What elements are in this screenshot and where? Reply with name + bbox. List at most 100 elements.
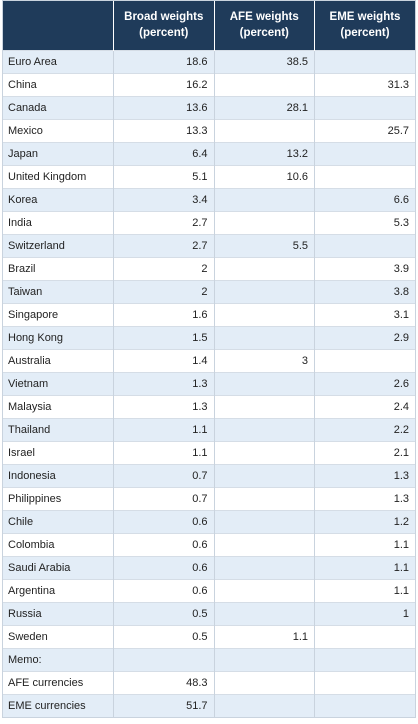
cell-afe-weight [214, 210, 316, 234]
cell-broad-weight: 0.5 [113, 601, 215, 625]
cell-country-name: Mexico [3, 118, 115, 142]
cell-eme-weight [314, 164, 415, 188]
cell-afe-weight [214, 417, 316, 441]
cell-country-name: Malaysia [3, 394, 115, 418]
cell-broad-weight: 0.6 [113, 532, 215, 556]
currency-weights-table: Broad weights (percent) AFE weights (per… [3, 1, 415, 717]
cell-broad-weight: 13.3 [113, 118, 215, 142]
cell-country-name: Singapore [3, 302, 115, 326]
cell-broad-weight: 18.6 [113, 49, 215, 73]
cell-broad-weight: 1.5 [113, 325, 215, 349]
cell-broad-weight: 0.5 [113, 624, 215, 648]
cell-country-name: Israel [3, 440, 115, 464]
cell-broad-weight [113, 647, 215, 671]
cell-country-name: Euro Area [3, 49, 115, 73]
cell-country-name: Canada [3, 95, 115, 119]
cell-broad-weight: 1.1 [113, 417, 215, 441]
table-row: Thailand 1.1 2.2 [3, 417, 415, 441]
cell-afe-weight [214, 187, 316, 211]
table-row: Korea 3.4 6.6 [3, 187, 415, 211]
table-row: China 16.2 31.3 [3, 72, 415, 96]
cell-country-name: Saudi Arabia [3, 555, 115, 579]
header-broad-weights: Broad weights (percent) [113, 1, 215, 50]
table-row: Hong Kong 1.5 2.9 [3, 325, 415, 349]
cell-broad-weight: 3.4 [113, 187, 215, 211]
cell-eme-weight: 1.2 [314, 509, 415, 533]
cell-eme-weight [314, 647, 415, 671]
table-row: Russia 0.5 1 [3, 601, 415, 625]
cell-country-name: Memo: [3, 647, 115, 671]
cell-afe-weight [214, 670, 316, 694]
table-row: Canada 13.6 28.1 [3, 95, 415, 119]
cell-eme-weight [314, 348, 415, 372]
cell-broad-weight: 0.6 [113, 509, 215, 533]
table-row: Taiwan 2 3.8 [3, 279, 415, 303]
cell-country-name: Vietnam [3, 371, 115, 395]
cell-broad-weight: 2.7 [113, 233, 215, 257]
table-row: Malaysia 1.3 2.4 [3, 394, 415, 418]
table-row: Philippines 0.7 1.3 [3, 486, 415, 510]
cell-eme-weight [314, 670, 415, 694]
table-row: India 2.7 5.3 [3, 210, 415, 234]
cell-afe-weight [214, 509, 316, 533]
table-row: Colombia 0.6 1.1 [3, 532, 415, 556]
cell-eme-weight: 5.3 [314, 210, 415, 234]
cell-eme-weight: 2.4 [314, 394, 415, 418]
cell-country-name: Taiwan [3, 279, 115, 303]
cell-broad-weight: 5.1 [113, 164, 215, 188]
cell-eme-weight: 2.1 [314, 440, 415, 464]
table-row: Chile 0.6 1.2 [3, 509, 415, 533]
cell-eme-weight: 1.1 [314, 578, 415, 602]
cell-broad-weight: 2 [113, 279, 215, 303]
cell-afe-weight [214, 463, 316, 487]
cell-eme-weight: 3.8 [314, 279, 415, 303]
cell-afe-weight [214, 302, 316, 326]
cell-country-name: AFE currencies [3, 670, 115, 694]
cell-eme-weight: 1.3 [314, 486, 415, 510]
table-row: United Kingdom 5.1 10.6 [3, 164, 415, 188]
cell-broad-weight: 16.2 [113, 72, 215, 96]
cell-afe-weight [214, 118, 316, 142]
table-row: Indonesia 0.7 1.3 [3, 463, 415, 487]
cell-country-name: Philippines [3, 486, 115, 510]
cell-afe-weight: 28.1 [214, 95, 316, 119]
cell-afe-weight [214, 371, 316, 395]
cell-country-name: Thailand [3, 417, 115, 441]
header-eme-weights: EME weights (percent) [314, 1, 415, 50]
cell-country-name: Switzerland [3, 233, 115, 257]
cell-eme-weight: 31.3 [314, 72, 415, 96]
cell-eme-weight: 1.1 [314, 555, 415, 579]
cell-country-name: Indonesia [3, 463, 115, 487]
cell-afe-weight [214, 279, 316, 303]
cell-broad-weight: 48.3 [113, 670, 215, 694]
cell-broad-weight: 2 [113, 256, 215, 280]
cell-country-name: Colombia [3, 532, 115, 556]
cell-eme-weight [314, 233, 415, 257]
cell-broad-weight: 1.1 [113, 440, 215, 464]
cell-afe-weight [214, 394, 316, 418]
cell-country-name: Brazil [3, 256, 115, 280]
cell-afe-weight: 5.5 [214, 233, 316, 257]
table-row: Euro Area 18.6 38.5 [3, 49, 415, 73]
cell-country-name: EME currencies [3, 693, 115, 717]
table-row: Vietnam 1.3 2.6 [3, 371, 415, 395]
cell-eme-weight: 1.1 [314, 532, 415, 556]
cell-eme-weight [314, 624, 415, 648]
table-body: Euro Area 18.6 38.5 China 16.2 31.3 Canada 13.6… [3, 49, 415, 717]
table-row: Argentina 0.6 1.1 [3, 578, 415, 602]
table-row: AFE currencies 48.3 [3, 670, 415, 694]
table-row: EME currencies 51.7 [3, 693, 415, 717]
cell-country-name: Chile [3, 509, 115, 533]
cell-afe-weight [214, 256, 316, 280]
cell-eme-weight: 6.6 [314, 187, 415, 211]
table-row: Saudi Arabia 0.6 1.1 [3, 555, 415, 579]
cell-broad-weight: 0.6 [113, 555, 215, 579]
cell-afe-weight [214, 325, 316, 349]
table-row: Japan 6.4 13.2 [3, 141, 415, 165]
table-header: Broad weights (percent) AFE weights (per… [3, 1, 415, 50]
cell-eme-weight: 1 [314, 601, 415, 625]
cell-eme-weight: 25.7 [314, 118, 415, 142]
cell-afe-weight [214, 486, 316, 510]
cell-eme-weight [314, 141, 415, 165]
cell-eme-weight [314, 49, 415, 73]
